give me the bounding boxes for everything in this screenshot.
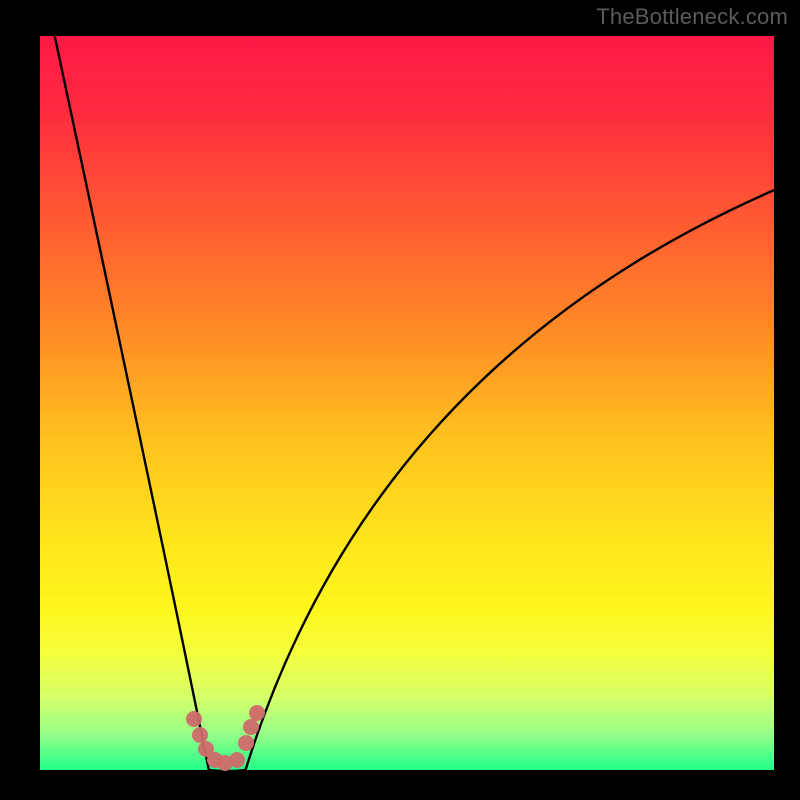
marker-point	[243, 719, 259, 735]
marker-point	[186, 711, 202, 727]
plot-area	[40, 36, 774, 770]
marker-layer	[40, 36, 774, 770]
marker-point	[192, 727, 208, 743]
marker-point	[229, 752, 245, 768]
marker-point	[249, 705, 265, 721]
figure-frame: TheBottleneck.com	[0, 0, 800, 800]
watermark-text: TheBottleneck.com	[596, 4, 788, 30]
marker-point	[238, 735, 254, 751]
